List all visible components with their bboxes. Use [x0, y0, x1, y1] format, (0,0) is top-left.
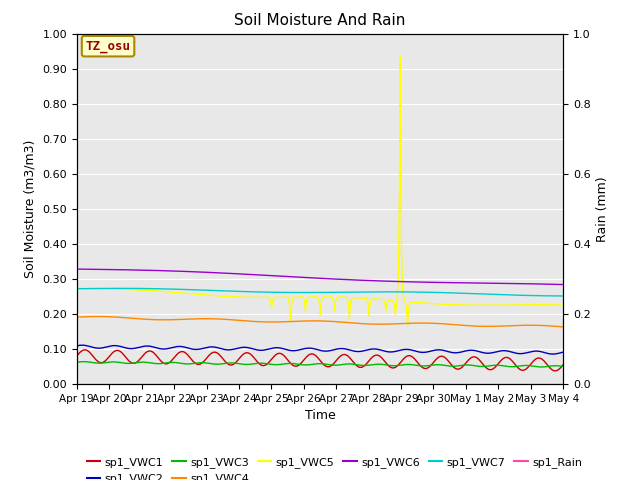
- sp1_VWC4: [394, 321, 401, 327]
- sp1_VWC1: [73, 353, 81, 359]
- sp1_VWC2: [380, 348, 387, 354]
- sp1_VWC7: [116, 286, 124, 291]
- sp1_VWC1: [551, 368, 559, 374]
- sp1_VWC4: [559, 324, 567, 330]
- sp1_VWC6: [73, 266, 81, 272]
- sp1_Rain: [73, 381, 81, 386]
- sp1_VWC4: [73, 314, 81, 320]
- Legend: sp1_VWC1, sp1_VWC2, sp1_VWC3, sp1_VWC4, sp1_VWC5, sp1_VWC6, sp1_VWC7, sp1_Rain: sp1_VWC1, sp1_VWC2, sp1_VWC3, sp1_VWC4, …: [83, 453, 586, 480]
- sp1_VWC3: [380, 361, 387, 367]
- sp1_VWC2: [182, 345, 189, 350]
- sp1_VWC1: [132, 360, 140, 365]
- sp1_VWC2: [207, 344, 215, 350]
- sp1_VWC3: [559, 364, 567, 370]
- Line: sp1_VWC2: sp1_VWC2: [77, 345, 563, 354]
- sp1_VWC5: [82, 287, 90, 292]
- sp1_VWC1: [81, 347, 89, 353]
- sp1_VWC2: [394, 348, 401, 354]
- sp1_Rain: [379, 381, 387, 386]
- sp1_VWC6: [393, 278, 401, 284]
- sp1_VWC4: [94, 313, 102, 319]
- sp1_VWC6: [82, 266, 90, 272]
- Line: sp1_VWC3: sp1_VWC3: [77, 361, 563, 367]
- Line: sp1_VWC5: sp1_VWC5: [77, 56, 563, 326]
- Y-axis label: Rain (mm): Rain (mm): [596, 176, 609, 241]
- sp1_VWC5: [396, 53, 404, 59]
- sp1_VWC1: [83, 347, 90, 353]
- sp1_VWC1: [182, 350, 189, 356]
- sp1_VWC6: [181, 268, 189, 274]
- sp1_VWC7: [559, 293, 567, 299]
- sp1_Rain: [207, 381, 214, 386]
- sp1_VWC2: [73, 343, 81, 348]
- sp1_VWC5: [207, 292, 214, 298]
- sp1_Rain: [181, 381, 189, 386]
- sp1_VWC5: [379, 297, 387, 302]
- sp1_VWC1: [394, 363, 401, 369]
- Text: TZ_osu: TZ_osu: [86, 40, 131, 53]
- sp1_VWC7: [380, 289, 387, 295]
- Line: sp1_VWC6: sp1_VWC6: [77, 269, 563, 285]
- Y-axis label: Soil Moisture (m3/m3): Soil Moisture (m3/m3): [24, 140, 36, 278]
- sp1_VWC4: [132, 316, 140, 322]
- sp1_VWC3: [538, 364, 545, 370]
- sp1_VWC7: [132, 286, 140, 291]
- sp1_VWC4: [182, 316, 189, 322]
- sp1_VWC7: [73, 286, 81, 291]
- sp1_Rain: [132, 381, 140, 386]
- sp1_VWC3: [132, 360, 140, 366]
- sp1_VWC6: [559, 282, 567, 288]
- sp1_Rain: [393, 381, 401, 386]
- sp1_VWC3: [394, 363, 401, 369]
- sp1_VWC4: [207, 316, 215, 322]
- Title: Soil Moisture And Rain: Soil Moisture And Rain: [234, 13, 406, 28]
- sp1_VWC5: [73, 287, 81, 292]
- sp1_VWC7: [394, 289, 401, 295]
- sp1_VWC5: [559, 302, 567, 308]
- sp1_VWC4: [82, 314, 90, 320]
- sp1_VWC1: [559, 362, 567, 368]
- sp1_VWC5: [393, 300, 401, 306]
- sp1_VWC7: [82, 286, 90, 291]
- sp1_VWC3: [83, 359, 90, 365]
- Line: sp1_VWC4: sp1_VWC4: [77, 316, 563, 327]
- sp1_Rain: [82, 381, 90, 386]
- sp1_VWC6: [207, 270, 214, 276]
- sp1_VWC7: [182, 287, 189, 292]
- sp1_VWC2: [132, 345, 140, 351]
- sp1_VWC2: [83, 343, 90, 348]
- sp1_VWC4: [380, 321, 387, 327]
- sp1_VWC1: [207, 350, 215, 356]
- sp1_VWC7: [207, 288, 215, 293]
- sp1_VWC6: [132, 267, 140, 273]
- sp1_VWC2: [78, 342, 86, 348]
- sp1_VWC3: [80, 359, 88, 364]
- Line: sp1_VWC7: sp1_VWC7: [77, 288, 563, 296]
- sp1_VWC5: [181, 290, 189, 296]
- sp1_VWC6: [379, 278, 387, 284]
- Line: sp1_VWC1: sp1_VWC1: [77, 350, 563, 371]
- sp1_Rain: [559, 381, 567, 386]
- sp1_VWC3: [207, 361, 215, 367]
- sp1_VWC3: [73, 360, 81, 365]
- sp1_VWC1: [380, 357, 387, 362]
- sp1_VWC2: [549, 351, 557, 357]
- sp1_VWC3: [182, 361, 189, 367]
- sp1_VWC2: [559, 349, 567, 355]
- sp1_VWC5: [132, 287, 140, 293]
- X-axis label: Time: Time: [305, 409, 335, 422]
- sp1_VWC5: [404, 324, 412, 329]
